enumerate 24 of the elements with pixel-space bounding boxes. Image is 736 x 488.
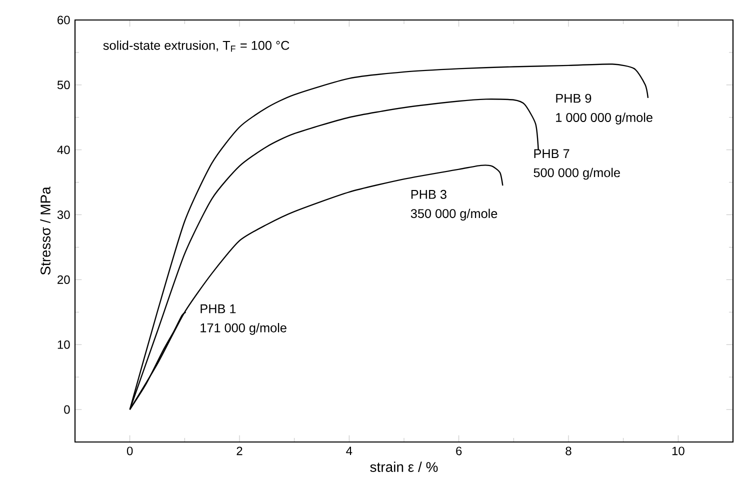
annotation: solid-state extrusion, T$_{F}$ = 100 °C: [103, 40, 290, 52]
x-tick-label: 2: [236, 446, 242, 456]
y-tick-label: 30: [57, 210, 70, 220]
annotation: 1 000 000 g/mole: [556, 112, 652, 124]
x-tick-label: 8: [566, 446, 572, 456]
text: PHB 9: [556, 94, 592, 103]
annotation: 350 000 g/mole: [410, 208, 498, 221]
y-tick-label: 40: [57, 146, 70, 154]
x-tick-label: 6: [456, 446, 462, 456]
annotation: 500 000 g/mole: [534, 168, 620, 180]
series-label: PHB 1: [200, 304, 236, 314]
x-tick-label: 10: [672, 446, 684, 456]
series-label: PHB 7: [534, 149, 570, 158]
y-axis-title: Stressσ / MPa: [40, 186, 50, 275]
x-axis-title: strain ε / %: [370, 462, 438, 472]
y-tick-label: 20: [58, 275, 70, 284]
annotation: 171 000 g/mole: [200, 323, 286, 335]
x-tick-label: 4: [346, 446, 352, 455]
series-label: PHB 3: [411, 190, 446, 199]
y-tick-label: 10: [58, 340, 70, 349]
y-tick-label: 60: [58, 16, 70, 24]
y-tick-label: 0: [64, 405, 70, 414]
y-tick-label: 50: [57, 80, 70, 90]
x-tick-label: 0: [126, 446, 133, 456]
